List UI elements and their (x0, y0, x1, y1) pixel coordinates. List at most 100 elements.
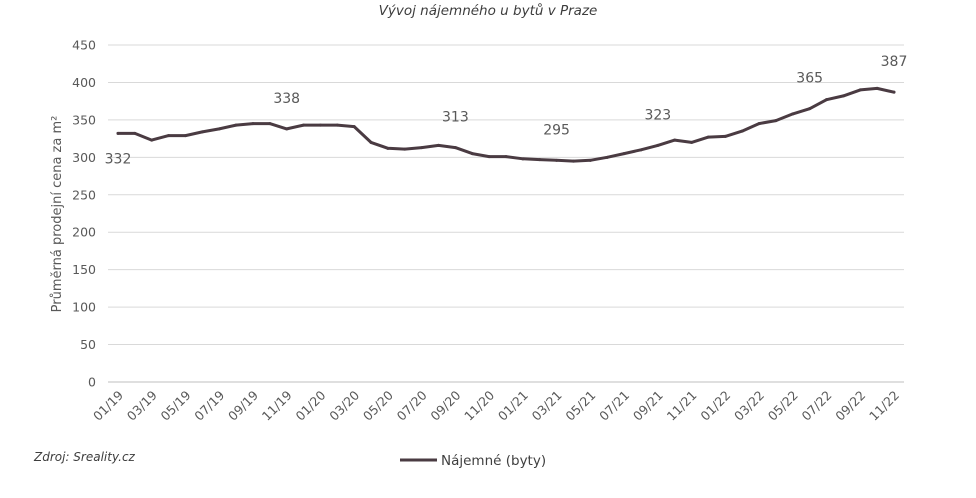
data-point (183, 134, 187, 138)
x-tick-label: 05/22 (765, 388, 801, 424)
data-point (369, 140, 373, 144)
x-tick-label: 09/20 (427, 387, 463, 423)
x-tick-label: 07/19 (191, 387, 227, 423)
data-point (723, 134, 727, 138)
data-point (386, 146, 390, 150)
data-point (673, 138, 677, 142)
gridlines (108, 44, 904, 383)
y-tick-label: 200 (72, 225, 96, 240)
y-tick-label: 150 (72, 262, 96, 277)
x-tick-label: 03/21 (529, 388, 565, 424)
x-tick-label: 05/20 (360, 387, 396, 423)
y-tick-label: 0 (88, 375, 96, 390)
data-point (791, 112, 795, 116)
data-point (133, 131, 137, 135)
data-label: 295 (543, 122, 570, 138)
data-point (875, 86, 879, 90)
y-tick-label: 300 (72, 150, 96, 165)
data-point (420, 146, 424, 150)
data-point (302, 123, 306, 127)
data-point (588, 158, 592, 162)
data-point (251, 122, 255, 126)
x-tick-label: 03/22 (731, 388, 767, 424)
x-tick-label: 07/22 (799, 388, 835, 424)
data-point (555, 158, 559, 162)
x-tick-label: 01/22 (697, 388, 733, 424)
x-tick-label: 03/19 (124, 387, 160, 423)
data-label: 338 (273, 91, 300, 107)
x-tick-label: 07/20 (394, 387, 430, 423)
y-tick-label: 100 (72, 300, 96, 315)
data-point (825, 98, 829, 102)
y-tick-label: 50 (80, 337, 96, 352)
data-point (234, 123, 238, 127)
x-tick-label: 11/21 (664, 388, 700, 424)
data-point (538, 158, 542, 162)
data-point (757, 122, 761, 126)
source-note: Zdroj: Sreality.cz (34, 450, 135, 464)
data-point (487, 155, 491, 159)
data-point (690, 140, 694, 144)
data-point (200, 130, 204, 134)
x-tick-label: 09/22 (832, 388, 868, 424)
data-point (740, 129, 744, 133)
data-point (605, 155, 609, 159)
data-point (437, 143, 441, 147)
data-point (116, 131, 120, 135)
x-tick-label: 11/20 (461, 387, 497, 423)
data-point (892, 90, 896, 94)
data-point (656, 143, 660, 147)
x-tick-label: 03/20 (326, 387, 362, 423)
data-label: 365 (796, 71, 823, 87)
data-point (571, 159, 575, 163)
data-point (403, 147, 407, 151)
legend-label: Nájemné (byty) (441, 453, 546, 469)
x-tick-label: 11/22 (866, 388, 902, 424)
data-label: 313 (442, 110, 469, 126)
data-point (706, 135, 710, 139)
x-tick-label: 01/19 (90, 387, 126, 423)
data-point (352, 125, 356, 129)
data-point (521, 157, 525, 161)
data-point (285, 127, 289, 131)
x-tick-label: 01/20 (292, 387, 328, 423)
x-tick-label: 01/21 (495, 388, 531, 424)
data-point (453, 146, 457, 150)
legend: Nájemné (byty) (400, 453, 546, 469)
x-tick-label: 09/21 (630, 388, 666, 424)
x-tick-label: 05/19 (158, 387, 194, 423)
data-point (335, 123, 339, 127)
data-point (774, 119, 778, 123)
y-tick-label: 400 (72, 75, 96, 90)
series-line (116, 86, 896, 163)
data-label: 323 (644, 107, 671, 123)
data-point (150, 138, 154, 142)
data-label: 387 (881, 54, 908, 70)
chart-title: Vývoj nájemného u bytů v Praze (378, 3, 598, 19)
y-tick-label: 350 (72, 112, 96, 127)
data-point (504, 155, 508, 159)
y-tick-label: 450 (72, 38, 96, 53)
x-tick-label: 05/21 (562, 388, 598, 424)
data-point (217, 127, 221, 131)
data-point (639, 148, 643, 152)
x-tick-label: 07/21 (596, 388, 632, 424)
data-point (268, 122, 272, 126)
data-point (622, 152, 626, 156)
data-point (808, 107, 812, 111)
y-axis-label: Průměrná prodejní cena za m² (50, 116, 65, 313)
data-point (841, 94, 845, 98)
series-group (116, 86, 896, 163)
x-tick-label: 09/19 (225, 387, 261, 423)
data-label: 332 (105, 151, 132, 167)
x-tick-label: 11/19 (259, 387, 295, 423)
data-point (470, 152, 474, 156)
x-axis-ticks: 01/1903/1905/1907/1909/1911/1901/2003/20… (90, 387, 902, 423)
data-labels: 332 338 313 295 323 365 387 (105, 54, 908, 167)
data-point (858, 88, 862, 92)
data-point (167, 134, 171, 138)
data-point (318, 123, 322, 127)
y-tick-label: 250 (72, 187, 96, 202)
y-axis-ticks: 0 50 100 150 200 250 300 350 400 450 (72, 38, 96, 390)
